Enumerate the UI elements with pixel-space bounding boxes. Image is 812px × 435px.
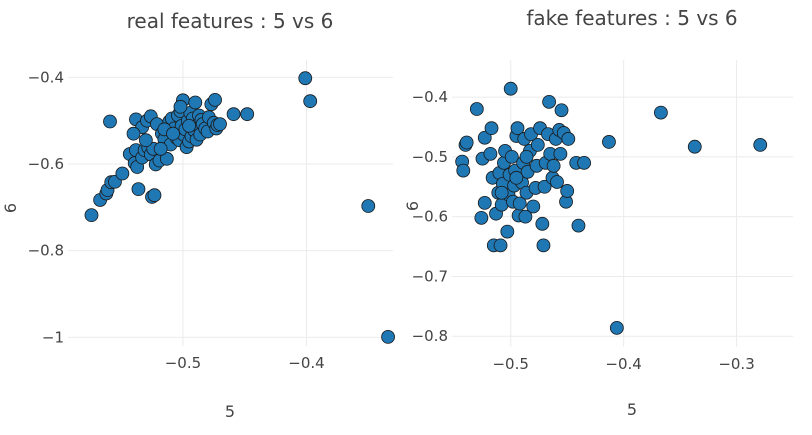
y-tick-label-fake-3: −0.7 (412, 267, 448, 285)
x-tick-label-real-1: −0.4 (288, 354, 324, 372)
point-fake-74 (519, 149, 534, 164)
point-real-64 (213, 117, 227, 132)
point-real-29 (159, 151, 174, 166)
point-fake-23 (503, 81, 518, 96)
x-axis-label-fake: 5 (627, 400, 637, 419)
point-real-61 (208, 92, 222, 107)
point-fake-57 (553, 146, 568, 161)
point-real-74 (298, 71, 313, 86)
point-fake-8 (477, 130, 492, 145)
chart-title-real: real features : 5 vs 6 (127, 9, 334, 33)
y-tick-label-real-1: −0.6 (28, 155, 64, 173)
tick-labels-real: −0.5 −0.4 −0.4 −0.6 −0.8 −1 (28, 68, 325, 372)
point-fake-43 (530, 138, 545, 152)
chart-title-fake: fake features : 5 vs 6 (526, 6, 737, 30)
point-real-49 (188, 95, 203, 110)
x-axis-label-real: 5 (225, 402, 235, 421)
point-real-6 (115, 166, 130, 181)
point-fake-29 (510, 121, 525, 136)
y-tick-label-real-0: −0.4 (28, 68, 64, 86)
y-axis-label-fake: 6 (403, 201, 422, 211)
point-real-66 (240, 107, 255, 122)
points-real (84, 71, 395, 344)
point-real-0 (84, 208, 99, 223)
point-real-7 (103, 114, 117, 129)
point-real-73 (173, 99, 188, 114)
point-real-67 (126, 126, 141, 141)
point-real-77 (381, 329, 395, 344)
y-tick-label-fake-2: −0.6 (412, 208, 448, 226)
point-fake-62 (561, 132, 576, 146)
point-real-75 (303, 94, 318, 109)
point-fake-46 (536, 238, 551, 253)
point-fake-47 (537, 179, 552, 194)
y-tick-label-fake-0: −0.4 (412, 88, 448, 106)
point-fake-65 (577, 155, 592, 170)
point-fake-68 (653, 105, 668, 120)
point-fake-61 (560, 184, 575, 198)
point-fake-71 (483, 146, 498, 161)
point-fake-58 (554, 103, 569, 118)
point-fake-67 (609, 320, 624, 335)
point-fake-64 (571, 218, 586, 233)
point-fake-6 (477, 196, 492, 210)
point-fake-55 (550, 175, 564, 189)
y-axis-label-real: 6 (1, 203, 20, 213)
point-fake-53 (546, 158, 561, 173)
point-real-76 (361, 199, 376, 213)
x-tick-label-fake-0: −0.5 (492, 355, 528, 373)
point-real-72 (153, 141, 168, 156)
point-fake-72 (494, 185, 509, 200)
point-fake-24 (504, 149, 519, 164)
x-tick-label-fake-2: −0.3 (718, 355, 754, 373)
point-fake-40 (526, 199, 541, 214)
points-fake (455, 81, 768, 335)
point-fake-50 (542, 94, 557, 109)
point-fake-15 (493, 238, 508, 253)
point-real-65 (226, 107, 241, 122)
gridlines-real (68, 60, 393, 346)
point-real-20 (147, 188, 162, 203)
point-fake-73 (509, 170, 524, 185)
point-fake-66 (602, 135, 616, 149)
point-fake-35 (518, 209, 533, 224)
point-real-70 (166, 126, 180, 141)
real-features-panel: real features : 5 vs 6 −0.5 −0.4−0.4−0.6−… (1, 9, 395, 421)
point-fake-1 (456, 163, 471, 178)
point-fake-70 (753, 138, 768, 152)
y-tick-label-fake-1: −0.5 (412, 148, 448, 166)
point-fake-20 (500, 224, 515, 239)
y-tick-label-fake-4: −0.8 (412, 327, 448, 345)
point-fake-69 (687, 139, 702, 154)
tick-labels-fake: −0.5 −0.4 −0.3 −0.4 −0.5 −0.6 −0.7 −0.8 (412, 88, 755, 373)
point-fake-4 (469, 102, 484, 116)
point-fake-9 (484, 121, 499, 136)
point-fake-45 (535, 216, 550, 231)
x-tick-label-fake-1: −0.4 (605, 355, 641, 373)
point-fake-31 (512, 196, 527, 211)
point-fake-3 (459, 135, 474, 150)
y-tick-label-real-2: −0.8 (28, 242, 64, 260)
point-real-12 (131, 182, 146, 197)
point-fake-5 (474, 210, 489, 225)
x-tick-label-real-0: −0.5 (165, 354, 201, 372)
point-real-71 (182, 118, 197, 133)
y-tick-label-real-3: −1 (42, 328, 64, 346)
fake-features-panel: fake features : 5 vs 6 −0.5 −0.4 −0.3−0.4−… (403, 6, 793, 419)
point-real-68 (138, 133, 153, 148)
